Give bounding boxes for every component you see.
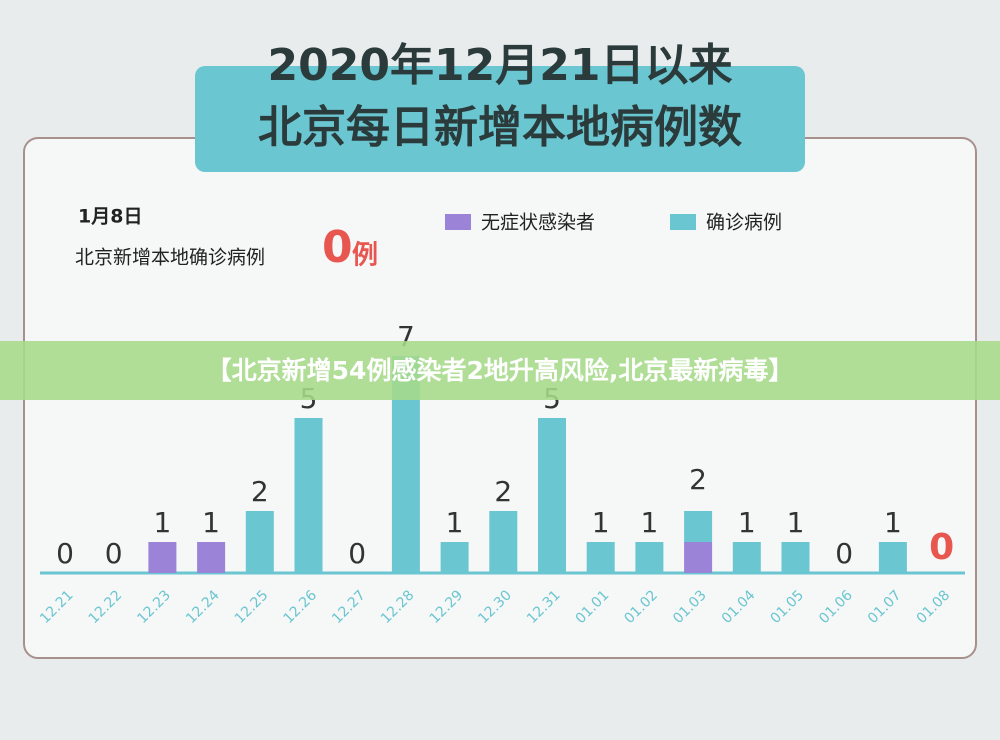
total-label: 1 (787, 506, 805, 539)
total-label: 1 (446, 506, 464, 539)
annotation-value: 0 (322, 222, 353, 273)
chart-title: 2020年12月21日以来 (268, 40, 733, 91)
legend-swatch (445, 214, 471, 230)
banner-bg (0, 341, 1000, 400)
bar-segment (440, 542, 469, 573)
total-label: 0 (56, 537, 74, 570)
bar-segment (294, 418, 323, 573)
annotation-unit: 例 (352, 241, 378, 271)
bar-segment (635, 542, 664, 573)
legend-label: 确诊病例 (706, 212, 782, 234)
total-label: 1 (202, 506, 220, 539)
total-label: 0 (105, 537, 123, 570)
legend-label: 无症状感染者 (481, 212, 595, 234)
total-label: 1 (592, 506, 610, 539)
bar-segment (878, 542, 907, 573)
title-box (195, 66, 805, 172)
bar-segment (489, 511, 518, 573)
bar-segment (684, 542, 713, 573)
bar-segment (197, 542, 226, 573)
total-label: 1 (738, 506, 756, 539)
total-label: 1 (153, 506, 171, 539)
total-label: 2 (251, 475, 269, 508)
legend-swatch (670, 214, 696, 230)
total-label: 0 (835, 537, 853, 570)
bar-segment (781, 542, 810, 573)
bar-segment (245, 511, 274, 573)
total-label: 0 (348, 537, 366, 570)
bar-segment (684, 511, 713, 542)
bar-segment (538, 418, 566, 573)
total-label: 2 (494, 475, 512, 508)
annotation-date: 1月8日 (78, 206, 142, 228)
total-label: 2 (689, 463, 707, 496)
annotation-text: 北京新增本地确诊病例 (75, 247, 265, 269)
bar-segment (732, 542, 761, 573)
bar-segment (586, 542, 615, 573)
total-label: 1 (884, 506, 902, 539)
bar-segment (148, 542, 177, 573)
banner: 【北京新增54例感染者2地升高风险,北京最新病毒】 (207, 356, 794, 385)
total-label: 1 (640, 506, 658, 539)
chart-subtitle: 北京每日新增本地病例数 (258, 102, 742, 153)
total-label: 0 (929, 527, 954, 568)
